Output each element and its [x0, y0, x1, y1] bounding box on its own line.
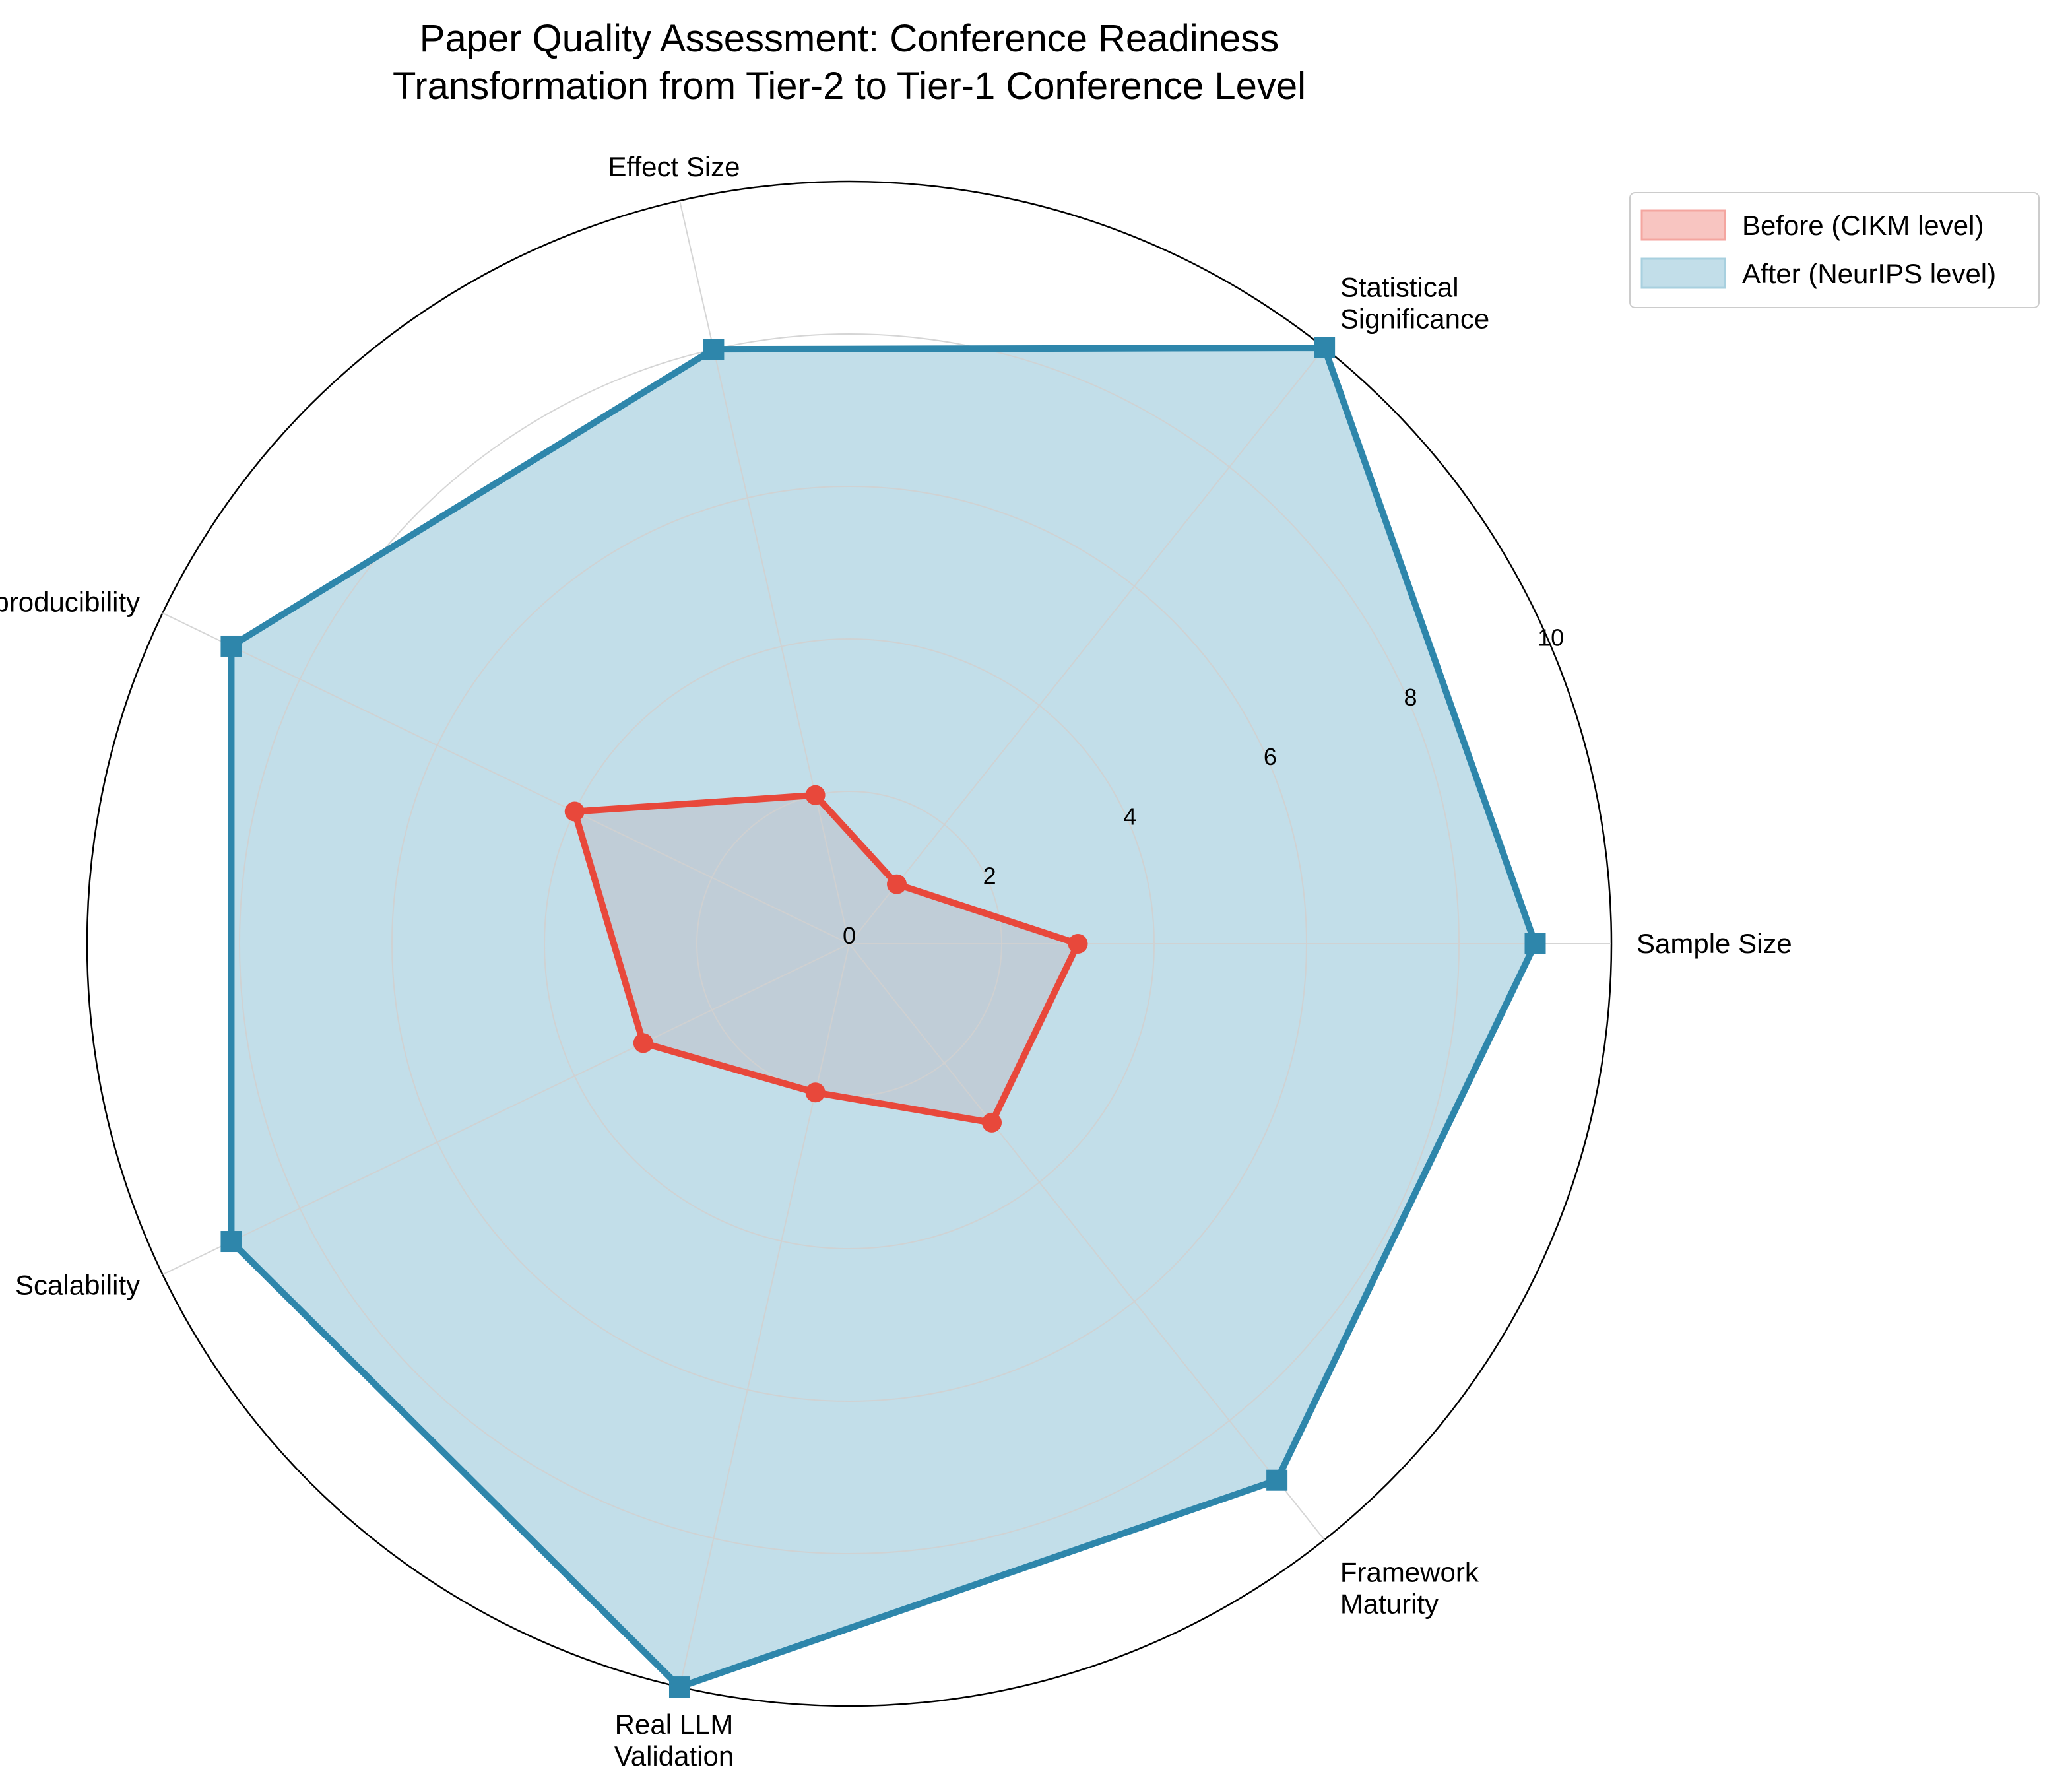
category-label-6: Framework Maturity	[1340, 1557, 1479, 1620]
data-point-1-2	[703, 339, 725, 360]
legend-label-before: Before (CIKM level)	[1742, 210, 1984, 241]
data-point-0-4	[633, 1033, 653, 1053]
data-point-1-0	[1524, 933, 1546, 954]
series-line-0	[570, 791, 1083, 1127]
r-tick-label-2: 4	[1123, 803, 1136, 830]
category-label-line: Scalability	[15, 1270, 140, 1301]
category-label-line: Effect Size	[608, 151, 740, 182]
data-point-1-4	[220, 1231, 242, 1253]
legend-frame	[1629, 192, 2040, 308]
spoke-1	[849, 347, 1325, 944]
chart-title-line-1: Paper Quality Assessment: Conference Rea…	[420, 17, 1279, 60]
series-area-1	[231, 347, 1536, 1688]
category-label-5: Real LLM Validation	[614, 1709, 734, 1771]
category-label-line: Maturity	[1340, 1589, 1439, 1620]
r-tick-label-5: 10	[1538, 624, 1564, 651]
category-label-line: Significance	[1340, 303, 1489, 334]
category-label-line: Validation	[614, 1740, 734, 1771]
data-point-0-6	[982, 1112, 1002, 1133]
legend-swatch-before	[1640, 209, 1726, 241]
category-label-line: Reproducibility	[0, 586, 140, 617]
r-tick-label-3: 6	[1264, 743, 1277, 770]
spoke-6	[849, 943, 1325, 1540]
data-point-1-1	[1314, 337, 1336, 358]
r-tick-label-1: 2	[983, 863, 996, 890]
category-label-line: Sample Size	[1636, 928, 1792, 959]
category-label-4: Scalability	[15, 1270, 140, 1301]
chart-title-line-2: Transformation from Tier-2 to Tier-1 Con…	[393, 65, 1306, 108]
category-label-1: Statistical Significance	[1340, 271, 1489, 334]
data-point-1-5	[668, 1676, 690, 1698]
spoke-3	[162, 612, 850, 944]
category-label-2: Effect Size	[608, 151, 740, 182]
r-tick-label-4: 8	[1404, 684, 1417, 711]
spoke-5	[679, 943, 850, 1688]
data-point-0-1	[887, 874, 907, 894]
data-point-0-3	[564, 801, 585, 822]
legend: Before (CIKM level) After (NeurIPS level…	[1629, 192, 2040, 308]
spoke-4	[162, 943, 850, 1276]
spoke-2	[679, 200, 850, 944]
series-line-1	[228, 344, 1539, 1691]
legend-label-after: After (NeurIPS level)	[1742, 258, 1996, 289]
category-label-line: Statistical	[1340, 271, 1459, 302]
data-point-0-5	[805, 1082, 826, 1103]
category-label-line: Real LLM	[615, 1709, 734, 1740]
data-point-0-2	[805, 785, 826, 805]
category-label-3: Reproducibility	[0, 586, 140, 617]
legend-swatch-after	[1640, 257, 1726, 289]
category-label-0: Sample Size	[1636, 928, 1792, 959]
r-tick-label-0: 0	[843, 922, 856, 949]
category-label-line: Framework	[1340, 1557, 1479, 1588]
data-point-0-0	[1068, 934, 1088, 954]
data-point-1-3	[220, 635, 242, 657]
data-point-1-6	[1266, 1469, 1288, 1491]
